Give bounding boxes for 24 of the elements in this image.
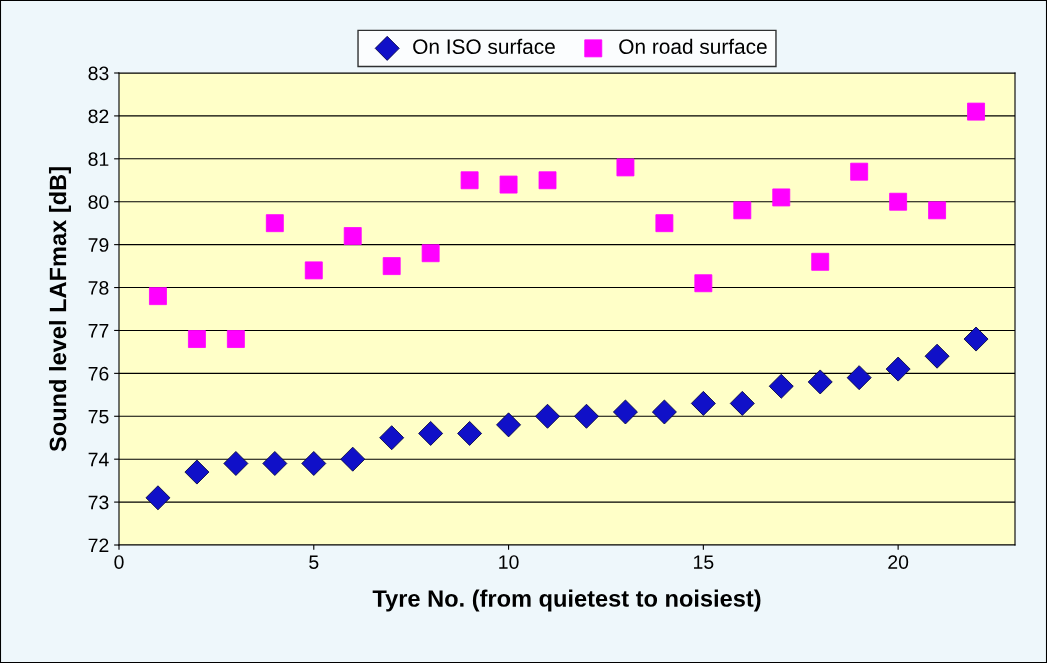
legend-label: On road surface bbox=[619, 38, 767, 55]
point bbox=[574, 403, 599, 429]
y-tick-label: 83 bbox=[88, 66, 109, 81]
point bbox=[379, 425, 405, 451]
y-tick-label: 81 bbox=[88, 152, 109, 167]
point bbox=[535, 403, 560, 429]
y-tick-label: 76 bbox=[88, 366, 109, 381]
y-tick-label: 82 bbox=[88, 109, 109, 124]
y-tick-label: 80 bbox=[88, 195, 109, 209]
legend-label: On ISO surface bbox=[413, 38, 555, 55]
y-tick-label: 79 bbox=[88, 238, 109, 252]
x-tick-label: 20 bbox=[888, 555, 909, 569]
x-tick-label: 5 bbox=[309, 555, 319, 569]
x-tick-label: 0 bbox=[114, 555, 124, 569]
y-tick-label: 75 bbox=[88, 409, 109, 424]
x-tick-label: 15 bbox=[694, 555, 714, 569]
y-tick-label: 78 bbox=[88, 281, 109, 295]
y-axis-title: Sound level LAFmax [dB] bbox=[48, 167, 71, 452]
y-tick-label: 77 bbox=[88, 324, 109, 338]
x-axis-title: Tyre No. (from quietest to noisiest) bbox=[372, 589, 761, 612]
x-tick-label: 10 bbox=[499, 555, 519, 569]
y-tick-label: 72 bbox=[88, 538, 109, 553]
y-tick-label: 74 bbox=[88, 452, 109, 467]
y-tick-label: 73 bbox=[88, 495, 109, 510]
